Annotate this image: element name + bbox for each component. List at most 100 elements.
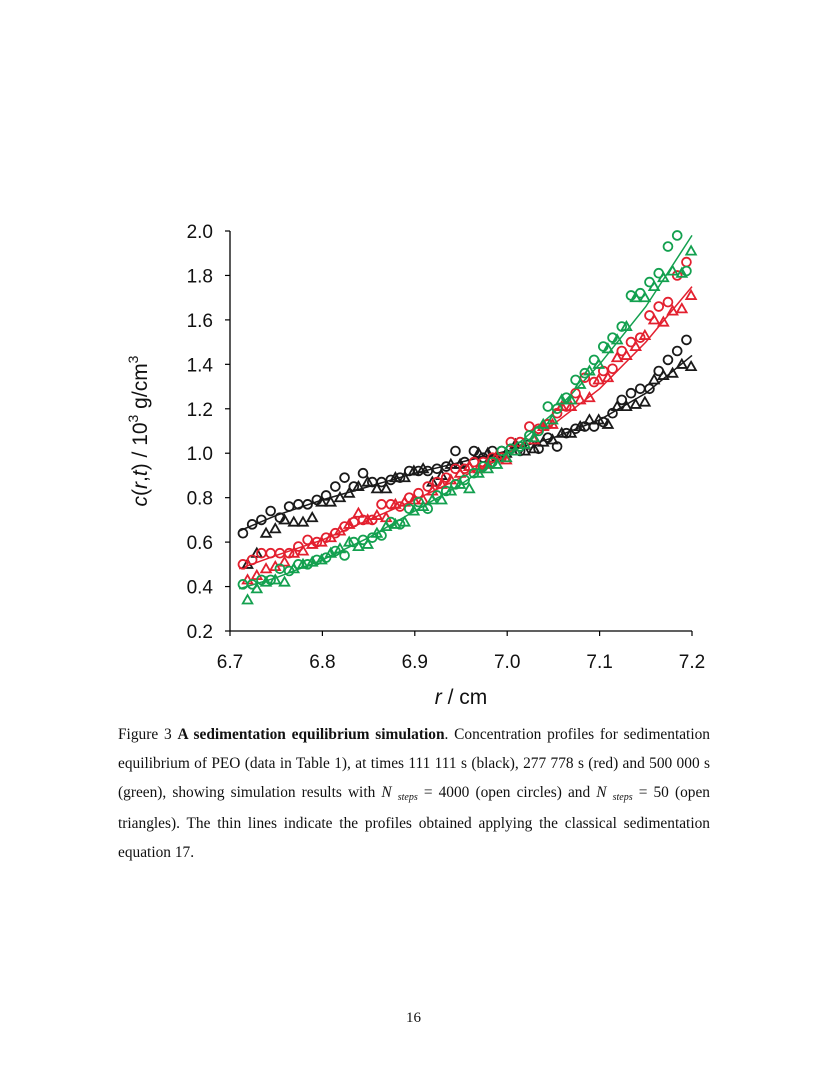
green-circle-point	[274, 563, 286, 575]
y-tick-label: 1.0	[187, 444, 213, 465]
x-tick-label: 7.0	[494, 652, 520, 673]
x-tick-label: 6.7	[217, 652, 243, 673]
red-triangle-point	[296, 544, 310, 556]
black-triangle-point	[268, 522, 282, 534]
green-triangle-point	[435, 493, 448, 505]
red-triangle-point	[583, 391, 596, 403]
black-triangle-point	[564, 426, 578, 438]
y-tick-label: 1.8	[187, 266, 213, 287]
green-triangle-point	[278, 575, 291, 587]
red-triangle-point	[657, 315, 670, 327]
concentration-chart: 6.7 6.8 6.9 7.0 7.1 7.2 0.2 0.4 0.6 0.8 1.0 1.2 1.4…	[125, 222, 705, 709]
green-triangle-point	[583, 364, 596, 376]
green-triangle-point	[472, 466, 485, 478]
y-tick-label: 1.2	[187, 400, 213, 421]
green-triangle-point	[352, 539, 365, 552]
black-triangle-point	[536, 435, 550, 447]
black-triangle-point	[287, 515, 301, 527]
black-circle-point	[662, 354, 674, 366]
black-triangle-point	[398, 471, 411, 483]
green-triangle-point	[305, 555, 319, 567]
green-circle-point	[542, 401, 554, 412]
x-tick-label: 6.8	[309, 652, 335, 673]
green-triangle-point	[546, 413, 559, 425]
figure-caption: Figure 3 A sedimentation equilibrium sim…	[118, 720, 710, 867]
y-tick-label: 1.4	[187, 355, 214, 376]
black-triangle-point	[555, 426, 569, 438]
red-circle-point	[634, 332, 646, 343]
green-triangle-point	[657, 271, 670, 283]
green-triangle-point	[389, 517, 402, 529]
red-triangle-point	[564, 399, 578, 412]
black-triangle-point	[278, 513, 291, 525]
black-circle-point	[671, 345, 683, 357]
red-triangle-point	[389, 497, 402, 509]
black-triangle-point	[629, 397, 642, 409]
red-triangle-point	[684, 288, 698, 300]
black-triangle-point	[592, 413, 606, 425]
black-triangle-point	[647, 373, 661, 385]
red-triangle-point	[398, 495, 411, 507]
green-triangle-point	[610, 333, 624, 345]
red-circle-point	[662, 296, 674, 308]
green-triangle-point	[675, 266, 689, 278]
red-circle-point	[376, 499, 387, 510]
plot-points	[237, 230, 698, 605]
red-triangle-point	[315, 535, 328, 547]
black-triangle-point	[527, 442, 541, 454]
x-ticks: 6.7 6.8 6.9 7.0 7.1 7.2	[217, 631, 705, 673]
black-circle-point	[265, 505, 276, 517]
green-triangle-point	[684, 244, 698, 256]
red-triangle-point	[573, 393, 587, 405]
green-triangle-point	[555, 393, 569, 405]
red-triangle-point	[601, 371, 615, 383]
red-circle-point	[246, 554, 258, 566]
green-triangle-point	[647, 279, 661, 292]
green-circle-point	[671, 230, 683, 241]
page-number: 16	[406, 1010, 421, 1026]
caption-part-3: = 50 (open triangles). The thin lines in…	[118, 784, 710, 861]
red-triangle-point	[352, 506, 365, 518]
black-triangle-point	[573, 419, 587, 432]
green-triangle-point	[638, 291, 652, 303]
black-triangle-point	[361, 475, 375, 487]
green-triangle-point	[259, 575, 273, 587]
red-circle-point	[653, 301, 665, 312]
red-circle-point	[237, 559, 249, 570]
n-subscript: steps	[397, 792, 418, 803]
black-triangle-point	[379, 482, 393, 494]
green-triangle-point	[573, 377, 587, 389]
caption-title: A sedimentation equilibrium simulation	[177, 726, 445, 743]
red-triangle-point	[259, 562, 273, 574]
green-triangle-point	[342, 535, 356, 547]
black-triangle-point	[610, 399, 624, 412]
caption-label: Figure 3	[118, 726, 172, 743]
green-triangle-point	[481, 462, 495, 474]
red-triangle-point	[675, 302, 689, 314]
black-fit-line	[238, 354, 693, 532]
green-triangle-point	[518, 437, 532, 449]
black-triangle-point	[324, 495, 338, 507]
red-triangle-point	[370, 508, 384, 520]
black-triangle-point	[296, 515, 310, 527]
black-triangle-point	[684, 359, 698, 372]
red-circle-point	[524, 421, 535, 432]
green-triangle-point	[324, 546, 338, 558]
axes	[229, 231, 692, 632]
black-circle-point	[339, 472, 350, 483]
black-triangle-point	[250, 546, 264, 558]
y-ticks: 0.2 0.4 0.6 0.8 1.0 1.2 1.4 1.6 1.8 2.0	[187, 222, 230, 643]
green-triangle-point	[379, 519, 393, 532]
green-triangle-point	[361, 537, 375, 549]
black-triangle-point	[416, 462, 430, 474]
x-axis-label: r / cm	[435, 686, 488, 709]
red-triangle-point	[620, 348, 633, 360]
green-circle-point	[662, 241, 674, 252]
green-triangle-point	[453, 477, 467, 489]
black-circle-point	[616, 394, 628, 406]
black-triangle-point	[675, 357, 689, 369]
green-circle-point	[579, 367, 591, 379]
red-triangle-point	[333, 524, 347, 536]
black-triangle-point	[657, 368, 670, 380]
green-triangle-point	[499, 451, 513, 463]
